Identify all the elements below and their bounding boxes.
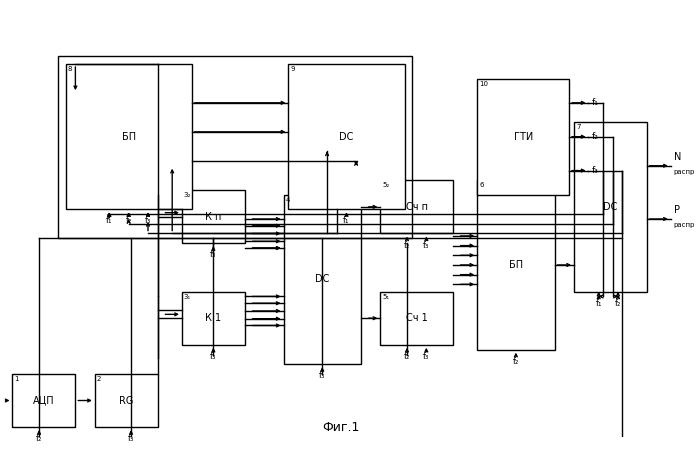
Text: 8: 8 <box>68 66 72 72</box>
Text: f₂: f₂ <box>513 357 519 366</box>
Text: f₁: f₁ <box>343 216 350 226</box>
Text: f₃: f₃ <box>210 352 217 361</box>
Text: БП: БП <box>509 260 523 270</box>
Text: DC: DC <box>315 275 329 284</box>
Bar <box>182 190 245 243</box>
Bar <box>574 122 647 291</box>
Text: 3₁: 3₁ <box>184 294 191 299</box>
Text: f₂: f₂ <box>591 132 598 141</box>
Text: распр: распр <box>674 222 695 228</box>
Bar <box>477 180 554 350</box>
Text: 1: 1 <box>15 376 19 382</box>
Bar <box>380 180 453 234</box>
Text: Сч 1: Сч 1 <box>406 313 428 323</box>
Bar <box>289 64 405 209</box>
Text: f₃: f₃ <box>145 216 151 226</box>
Text: f₂: f₂ <box>404 241 410 250</box>
Text: Сч п: Сч п <box>405 202 428 212</box>
Bar <box>182 291 245 345</box>
Text: f₃: f₃ <box>210 250 217 259</box>
Bar <box>477 78 569 195</box>
Bar <box>380 291 453 345</box>
Text: 6: 6 <box>479 182 484 188</box>
Text: f₁: f₁ <box>106 216 113 226</box>
Text: АЦП: АЦП <box>33 396 55 405</box>
Text: распр: распр <box>674 169 695 175</box>
Text: f₃: f₃ <box>591 166 598 175</box>
Text: RG: RG <box>119 396 134 405</box>
Text: f₂: f₂ <box>615 299 621 308</box>
Text: f₂: f₂ <box>404 352 410 361</box>
Text: 7: 7 <box>576 124 580 130</box>
Text: DC: DC <box>339 132 354 142</box>
Text: f₁: f₁ <box>591 98 598 107</box>
Text: P: P <box>674 205 679 215</box>
Text: 5₂: 5₂ <box>382 182 389 188</box>
Bar <box>66 64 192 209</box>
Text: f₂: f₂ <box>126 216 131 226</box>
Text: f₃: f₃ <box>319 371 325 380</box>
Text: 10: 10 <box>479 80 488 86</box>
Bar <box>95 374 158 427</box>
Text: f₃: f₃ <box>423 352 429 361</box>
Text: Фиг.1: Фиг.1 <box>322 421 360 434</box>
Text: f₃: f₃ <box>128 434 134 443</box>
Bar <box>58 57 412 238</box>
Bar <box>284 195 361 364</box>
Text: DC: DC <box>603 202 617 212</box>
Text: 5₁: 5₁ <box>382 294 389 299</box>
Text: 3₂: 3₂ <box>184 192 192 198</box>
Text: К 1: К 1 <box>206 313 222 323</box>
Text: БП: БП <box>122 132 136 142</box>
Text: f₁: f₁ <box>596 299 602 308</box>
Text: N: N <box>674 152 681 162</box>
Text: 4: 4 <box>285 197 290 203</box>
Text: 2: 2 <box>96 376 101 382</box>
Text: 9: 9 <box>290 66 295 72</box>
Bar <box>13 374 75 427</box>
Text: f₃: f₃ <box>423 241 429 250</box>
Text: f₂: f₂ <box>36 434 42 443</box>
Text: К п: К п <box>206 212 222 221</box>
Text: ГТИ: ГТИ <box>514 132 533 142</box>
